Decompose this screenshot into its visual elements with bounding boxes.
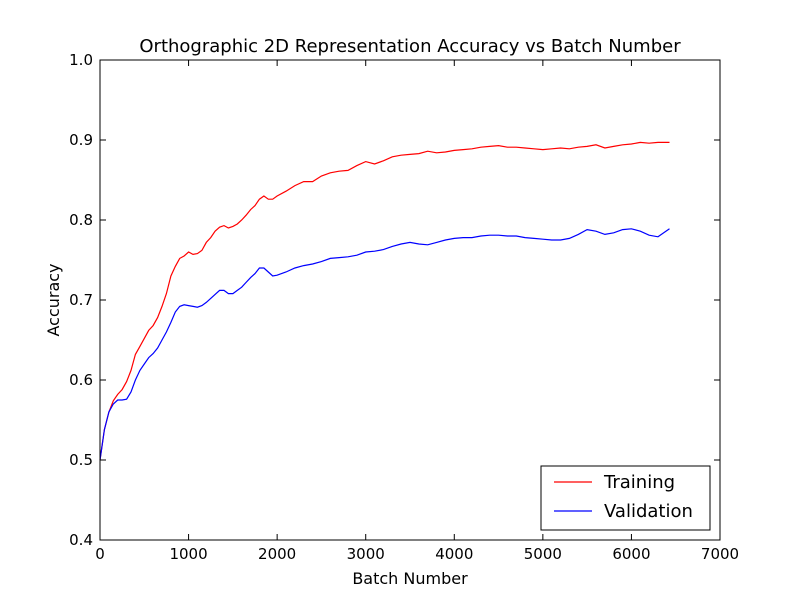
plot-area: [99, 141, 670, 461]
x-tick-label: 5000: [524, 545, 562, 563]
y-tick-label: 0.9: [69, 131, 93, 149]
y-tick-label: 1.0: [69, 51, 93, 69]
y-axis-label: Accuracy: [44, 263, 63, 336]
y-tick-label: 0.8: [69, 211, 93, 229]
x-tick-label: 0: [95, 545, 105, 563]
x-tick-label: 7000: [701, 545, 739, 563]
x-tick-label: 3000: [347, 545, 385, 563]
legend-label-validation: Validation: [604, 501, 693, 522]
legend: Training Validation: [540, 465, 711, 531]
chart-title: Orthographic 2D Representation Accuracy …: [139, 36, 681, 57]
x-tick-label: 6000: [612, 545, 650, 563]
series-line-validation: [99, 228, 670, 461]
legend-label-training: Training: [603, 472, 675, 493]
x-tick-label: 1000: [169, 545, 207, 563]
y-tick-label: 0.6: [69, 371, 93, 389]
x-tick-label: 2000: [258, 545, 296, 563]
y-tick-label: 0.5: [69, 451, 93, 469]
x-tick-label: 4000: [435, 545, 473, 563]
series-line-training: [99, 141, 670, 461]
legend-box: [540, 465, 711, 531]
axes: 0 1000 2000 3000 4000 5000 6000 7000 0.4 0.5 0.6 0.…: [69, 51, 739, 563]
y-tick-label: 0.4: [69, 531, 93, 549]
y-tick-label: 0.7: [69, 291, 93, 309]
x-axis-label: Batch Number: [352, 569, 468, 588]
